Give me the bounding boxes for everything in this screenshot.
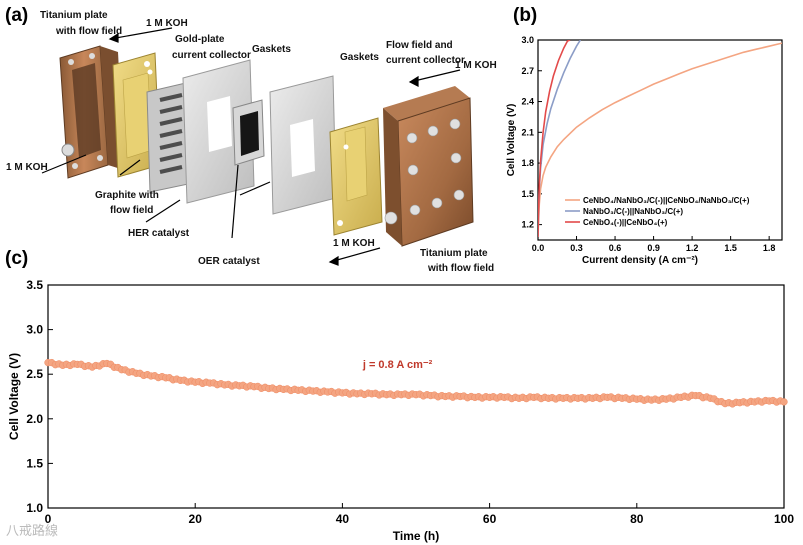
titanium-plate-right xyxy=(383,86,474,247)
y-tick-label-b: 1.8 xyxy=(521,158,534,168)
diagram-labels: Titanium plate with flow field 1 M KOH G… xyxy=(6,10,497,274)
y-tick-label-c: 3.5 xyxy=(26,278,43,292)
plot-frame-b xyxy=(537,39,783,241)
panel-label-a: (a) xyxy=(5,5,29,26)
x-tick-label-b: 1.8 xyxy=(763,243,776,253)
label-gaskets-2: Gaskets xyxy=(340,52,379,63)
y-tick-label-c: 1.5 xyxy=(26,456,43,470)
label-current-collector-right: current collector xyxy=(386,55,465,66)
label-flow-field-and: Flow field and xyxy=(386,40,453,51)
label-current-collector-left: current collector xyxy=(172,50,251,61)
x-tick-label-b: 0.9 xyxy=(647,243,660,253)
y-tick-label-b: 2.1 xyxy=(521,127,534,137)
label-koh-top-right: 1 M KOH xyxy=(455,60,497,71)
x-tick-label-c: 20 xyxy=(189,512,203,526)
y-tick-label-c: 2.5 xyxy=(26,367,43,381)
y-tick-label-c: 1.0 xyxy=(26,501,43,515)
label-titanium-plate-right: Titanium plate xyxy=(420,248,488,259)
x-tick-label-c: 100 xyxy=(774,512,794,526)
y-tick-label-b: 2.4 xyxy=(521,97,534,107)
x-tick-label-b: 1.2 xyxy=(686,243,699,253)
y-tick-label-c: 3.0 xyxy=(26,323,43,337)
gasket-left xyxy=(182,59,255,204)
graphite-flow-field xyxy=(146,81,194,193)
panel-label-c: (c) xyxy=(5,248,29,269)
label-koh-top-left: 1 M KOH xyxy=(146,18,188,29)
y-tick-label-b: 1.2 xyxy=(521,220,534,230)
plot-frame-c xyxy=(47,284,785,509)
label-koh-left: 1 M KOH xyxy=(6,162,48,173)
x-tick-label-c: 60 xyxy=(483,512,497,526)
series-line-b-0 xyxy=(538,42,782,237)
legend-label-b: CeNbO₄(-)||CeNbO₄(+) xyxy=(583,218,668,227)
series-markers-c xyxy=(44,358,788,408)
y-tick-label-b: 2.7 xyxy=(521,66,534,76)
label-flow-field: flow field xyxy=(110,205,153,216)
x-tick-label-b: 0.6 xyxy=(609,243,622,253)
label-with-flow-field-right: with flow field xyxy=(427,263,494,274)
x-tick-label-b: 1.5 xyxy=(724,243,737,253)
label-oer-catalyst: OER catalyst xyxy=(198,256,260,267)
panel-label-b: (b) xyxy=(513,5,538,26)
legend-label-b: NaNbO₃/C(-)||NaNbO₃/C(+) xyxy=(583,207,683,216)
flow-field-collector-right xyxy=(329,117,383,236)
label-gaskets-1: Gaskets xyxy=(252,44,291,55)
y-axis-title-c: Cell Voltage (V) xyxy=(7,353,21,440)
label-koh-bottom: 1 M KOH xyxy=(333,238,375,249)
series-line-b-2 xyxy=(538,40,571,237)
label-titanium-plate-left: Titanium plate xyxy=(40,10,108,21)
y-tick-label-b: 1.5 xyxy=(521,189,534,199)
electrolyzer-diagram: Titanium plate with flow field 1 M KOH G… xyxy=(6,10,497,274)
x-tick-label-c: 80 xyxy=(630,512,644,526)
x-tick-label-c: 0 xyxy=(45,512,52,526)
x-tick-label-c: 40 xyxy=(336,512,350,526)
label-her-catalyst: HER catalyst xyxy=(128,228,190,239)
x-tick-label-b: 0.3 xyxy=(570,243,583,253)
y-tick-label-c: 2.0 xyxy=(26,412,43,426)
catalyst-membrane xyxy=(232,99,265,166)
data-point-c xyxy=(780,398,788,406)
y-tick-label-b: 3.0 xyxy=(521,35,534,45)
x-axis-title-c: Time (h) xyxy=(393,529,439,543)
legend-label-b: CeNbO₄/NaNbO₃/C(-)||CeNbO₄/NaNbO₃/C(+) xyxy=(583,196,750,205)
label-gold-plate: Gold-plate xyxy=(175,34,225,45)
x-axis-title-b: Current density (A cm⁻²) xyxy=(582,255,698,266)
y-axis-title-b: Cell Voltage (V) xyxy=(506,104,517,177)
label-graphite: Graphite with xyxy=(95,190,159,201)
x-tick-label-b: 0.0 xyxy=(532,243,545,253)
flow-arrows xyxy=(41,27,461,266)
annotation-current-density: j = 0.8 A cm⁻² xyxy=(362,359,433,371)
label-with-flow-field-left: with flow field xyxy=(55,26,122,37)
watermark: 八戒路線 xyxy=(6,524,59,539)
